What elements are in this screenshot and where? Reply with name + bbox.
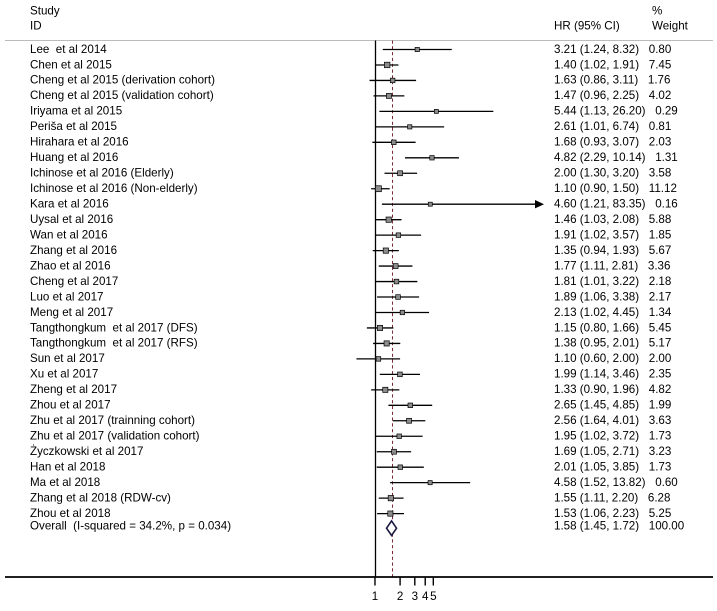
svg-text:1.95 (1.02, 3.72) 1.73: 1.95 (1.02, 3.72) 1.73 — [554, 430, 671, 443]
svg-text:2.65 (1.45, 4.85) 1.99: 2.65 (1.45, 4.85) 1.99 — [554, 399, 671, 412]
svg-text:Iriyama et al 2015: Iriyama et al 2015 — [30, 105, 122, 118]
svg-text:1.46 (1.03, 2.08) 5.88: 1.46 (1.03, 2.08) 5.88 — [554, 213, 671, 226]
svg-text:1.35 (0.94, 1.93) 5.67: 1.35 (0.94, 1.93) 5.67 — [554, 244, 671, 257]
svg-text:1.63 (0.86, 3.11) 1.76: 1.63 (0.86, 3.11) 1.76 — [554, 74, 670, 87]
svg-text:1.81 (1.01, 3.22) 2.18: 1.81 (1.01, 3.22) 2.18 — [554, 275, 671, 288]
svg-text:Wan et al 2016: Wan et al 2016 — [30, 228, 108, 241]
svg-text:1.89 (1.06, 3.38) 2.17: 1.89 (1.06, 3.38) 2.17 — [554, 290, 671, 303]
svg-text:Ma et al 2018: Ma et al 2018 — [30, 476, 100, 489]
svg-text:Życzkowski et al 2017: Życzkowski et al 2017 — [30, 445, 143, 458]
svg-text:Tangthongkum et al 2017 (DFS): Tangthongkum et al 2017 (DFS) — [30, 321, 198, 334]
svg-text:Periša et al 2015: Periša et al 2015 — [30, 120, 117, 133]
svg-text:1.53 (1.06, 2.23) 5.25: 1.53 (1.06, 2.23) 5.25 — [554, 507, 671, 520]
svg-text:Weight: Weight — [652, 20, 689, 33]
svg-text:1.58 (1.45, 1.72) 100.00: 1.58 (1.45, 1.72) 100.00 — [554, 520, 684, 533]
svg-text:1.55 (1.11, 2.20) 6.28: 1.55 (1.11, 2.20) 6.28 — [554, 491, 670, 504]
svg-text:1.33 (0.90, 1.96) 4.82: 1.33 (0.90, 1.96) 4.82 — [554, 383, 671, 396]
svg-text:4.60 (1.21, 83.35) 0.16: 4.60 (1.21, 83.35) 0.16 — [554, 198, 678, 211]
svg-text:Kara et al 2016: Kara et al 2016 — [30, 198, 109, 211]
svg-text:Cheng et al 2015 (validation c: Cheng et al 2015 (validation cohort) — [30, 89, 214, 102]
svg-text:Zhu et al 2017 (validation coh: Zhu et al 2017 (validation cohort) — [30, 430, 200, 443]
svg-text:1.10 (0.60, 2.00) 2.00: 1.10 (0.60, 2.00) 2.00 — [554, 352, 671, 365]
svg-text:Sun et al 2017: Sun et al 2017 — [30, 352, 105, 365]
svg-text:4: 4 — [422, 590, 429, 603]
svg-text:2: 2 — [397, 590, 403, 603]
svg-text:2.00 (1.30, 3.20) 3.58: 2.00 (1.30, 3.20) 3.58 — [554, 167, 671, 180]
svg-text:Tangthongkum et al 2017 (RFS): Tangthongkum et al 2017 (RFS) — [30, 337, 198, 350]
svg-text:1.47 (0.96, 2.25) 4.02: 1.47 (0.96, 2.25) 4.02 — [554, 89, 671, 102]
svg-text:Zhou et al 2018: Zhou et al 2018 — [30, 507, 111, 520]
svg-text:Zhu et al 2017 (trainning coho: Zhu et al 2017 (trainning cohort) — [30, 414, 195, 427]
svg-text:Meng et al 2017: Meng et al 2017 — [30, 306, 113, 319]
svg-text:Xu et al 2017: Xu et al 2017 — [30, 368, 98, 381]
svg-text:5.44 (1.13, 26.20) 0.29: 5.44 (1.13, 26.20) 0.29 — [554, 105, 678, 118]
svg-text:Zhang et al 2018 (RDW-cv): Zhang et al 2018 (RDW-cv) — [30, 491, 171, 504]
svg-text:HR (95% CI): HR (95% CI) — [554, 20, 620, 33]
svg-text:1.99 (1.14, 3.46) 2.35: 1.99 (1.14, 3.46) 2.35 — [554, 368, 671, 381]
svg-text:3.21 (1.24, 8.32) 0.80: 3.21 (1.24, 8.32) 0.80 — [554, 43, 671, 56]
svg-text:3: 3 — [412, 590, 418, 603]
svg-text:Chen et al 2015: Chen et al 2015 — [30, 58, 112, 71]
svg-text:1.40 (1.02, 1.91) 7.45: 1.40 (1.02, 1.91) 7.45 — [554, 58, 671, 71]
svg-text:1.69 (1.05, 2.71) 3.23: 1.69 (1.05, 2.71) 3.23 — [554, 445, 671, 458]
svg-text:Ichinose et al 2016 (Elderly): Ichinose et al 2016 (Elderly) — [30, 167, 174, 180]
svg-text:1.10 (0.90, 1.50) 11.12: 1.10 (0.90, 1.50) 11.12 — [554, 182, 677, 195]
svg-text:Study: Study — [30, 5, 60, 18]
svg-text:Uysal et al 2016: Uysal et al 2016 — [30, 213, 113, 226]
svg-text:Han et al 2018: Han et al 2018 — [30, 460, 105, 473]
svg-text:4.58 (1.52, 13.82) 0.60: 4.58 (1.52, 13.82) 0.60 — [554, 476, 678, 489]
svg-text:1.38 (0.95, 2.01) 5.17: 1.38 (0.95, 2.01) 5.17 — [554, 337, 671, 350]
svg-text:Zheng et al 2017: Zheng et al 2017 — [30, 383, 117, 396]
svg-text:1: 1 — [372, 590, 378, 603]
svg-text:2.13 (1.02, 4.45) 1.34: 2.13 (1.02, 4.45) 1.34 — [554, 306, 672, 319]
svg-text:Luo et al 2017: Luo et al 2017 — [30, 290, 104, 303]
svg-text:2.56 (1.64, 4.01) 3.63: 2.56 (1.64, 4.01) 3.63 — [554, 414, 671, 427]
svg-text:1.91 (1.02, 3.57) 1.85: 1.91 (1.02, 3.57) 1.85 — [554, 228, 671, 241]
svg-text:Ichinose et al 2016 (Non-elder: Ichinose et al 2016 (Non-elderly) — [30, 182, 198, 195]
svg-text:4.82 (2.29, 10.14) 1.31: 4.82 (2.29, 10.14) 1.31 — [554, 151, 678, 164]
svg-text:Zhao et al 2016: Zhao et al 2016 — [30, 259, 111, 272]
svg-text:Hirahara et al 2016: Hirahara et al 2016 — [30, 136, 129, 149]
svg-text:ID: ID — [30, 20, 42, 33]
svg-text:2.01 (1.05, 3.85) 1.73: 2.01 (1.05, 3.85) 1.73 — [554, 460, 671, 473]
svg-text:Lee et al 2014: Lee et al 2014 — [30, 43, 107, 56]
svg-text:Overall (I-squared = 34.2%, p: Overall (I-squared = 34.2%, p = 0.034) — [30, 520, 231, 533]
svg-text:%: % — [652, 5, 662, 18]
svg-text:Cheng et al 2017: Cheng et al 2017 — [30, 275, 118, 288]
svg-text:Zhou et al 2017: Zhou et al 2017 — [30, 399, 111, 412]
svg-text:Zhang et al 2016: Zhang et al 2016 — [30, 244, 117, 257]
svg-text:Cheng et al 2015 (derivation c: Cheng et al 2015 (derivation cohort) — [30, 74, 215, 87]
svg-text:5: 5 — [430, 590, 436, 603]
svg-text:Huang et al 2016: Huang et al 2016 — [30, 151, 118, 164]
svg-text:2.61 (1.01, 6.74) 0.81: 2.61 (1.01, 6.74) 0.81 — [554, 120, 671, 133]
svg-text:1.68 (0.93, 3.07) 2.03: 1.68 (0.93, 3.07) 2.03 — [554, 136, 671, 149]
svg-text:1.77 (1.11, 2.81) 3.36: 1.77 (1.11, 2.81) 3.36 — [554, 259, 670, 272]
svg-text:1.15 (0.80, 1.66) 5.45: 1.15 (0.80, 1.66) 5.45 — [554, 321, 671, 334]
